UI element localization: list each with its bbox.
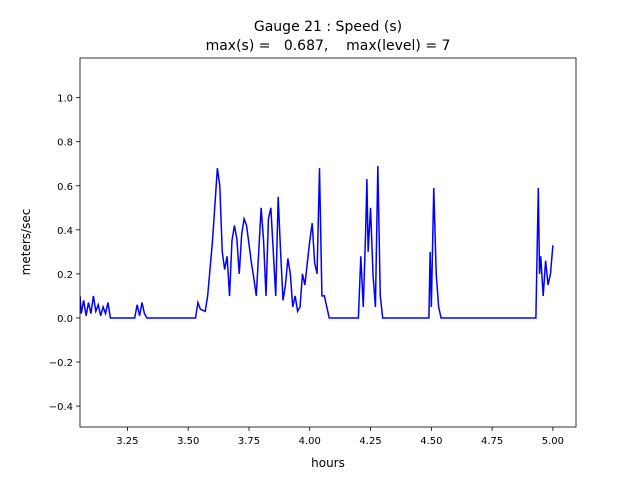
y-tick-label: 0.0 — [57, 314, 73, 325]
x-tick-label: 3.25 — [116, 436, 138, 447]
y-tick-label: −0.4 — [49, 402, 73, 413]
y-tick-label: −0.2 — [49, 358, 73, 369]
y-tick-label: 0.8 — [57, 138, 73, 149]
x-axis-label: hours — [311, 456, 345, 470]
x-tick-label: 4.75 — [481, 436, 503, 447]
x-tick-label: 4.25 — [359, 436, 381, 447]
chart-title: Gauge 21 : Speed (s) — [254, 19, 402, 35]
y-tick-label: 0.6 — [57, 182, 73, 193]
plot-frame — [79, 57, 577, 428]
y-tick-label: 0.4 — [57, 226, 73, 237]
x-tick-label: 5.00 — [542, 436, 564, 447]
x-tick-label: 4.00 — [299, 436, 321, 447]
x-tick-label: 3.75 — [238, 436, 260, 447]
x-tick-label: 4.50 — [420, 436, 442, 447]
y-axis-label: meters/sec — [19, 209, 33, 276]
data-line — [80, 165, 554, 319]
y-tick-label: 0.2 — [57, 270, 73, 281]
y-tick-label: 1.0 — [57, 94, 73, 105]
chart-subtitle: max(s) = 0.687, max(level) = 7 — [206, 38, 451, 54]
x-tick-label: 3.50 — [177, 436, 199, 447]
